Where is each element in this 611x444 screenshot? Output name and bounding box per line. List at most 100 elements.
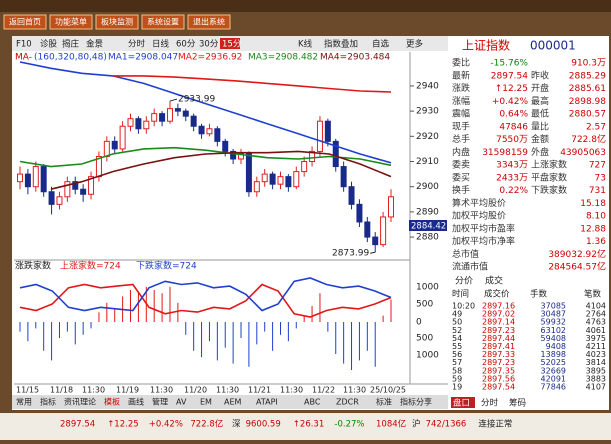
quote-label: 总手 <box>452 133 470 145</box>
bottom-tab[interactable]: ZDCR <box>336 398 359 407</box>
toolbar-item[interactable]: 30分 <box>199 40 219 50</box>
quote-value: 2898.98 <box>569 97 606 107</box>
bottom-tab[interactable]: AV <box>176 398 187 407</box>
quote-value: 1.36 <box>586 237 606 247</box>
trade-volume: 63102 <box>541 326 566 335</box>
ma-line <box>19 61 392 164</box>
bottom-tab[interactable]: EM <box>200 398 212 407</box>
trade-price: 2897.56 <box>482 374 515 383</box>
candle-body <box>24 173 31 188</box>
bottom-tab[interactable]: 资讯理论 <box>64 397 96 407</box>
trade-volume: 13898 <box>541 350 566 359</box>
toolbar-item[interactable]: 揭庄 <box>62 39 80 50</box>
status-item: 722.8亿 <box>190 419 223 430</box>
trade-count: 3975 <box>586 334 606 343</box>
candle-body <box>277 176 284 185</box>
menu-button[interactable] <box>49 14 93 30</box>
trade-time: 55 <box>452 342 462 351</box>
indicator-title: 涨跌家数 <box>15 260 51 272</box>
toolbar-item[interactable]: 日线 <box>152 39 170 50</box>
candle-body <box>127 118 134 127</box>
candle-body <box>32 166 39 188</box>
menu-button[interactable] <box>187 14 231 30</box>
quote-value: 0.22% <box>499 186 528 196</box>
peak-pointer <box>169 98 178 102</box>
quote-value: 2897.54 <box>491 71 528 81</box>
toolbar-item[interactable]: 分时 <box>128 39 146 50</box>
toolbar-item[interactable]: 金景 <box>86 39 103 50</box>
menu-button[interactable] <box>141 14 185 30</box>
ma-legend-item: MA1=2908.047 <box>108 53 178 63</box>
quote-label: 下跌家数 <box>531 184 567 196</box>
time-label: 11:30 <box>343 386 366 395</box>
toolbar-item[interactable]: 自选 <box>372 39 390 50</box>
menu-label[interactable]: 功能菜单 <box>55 17 87 27</box>
y-tick-label: 2890 <box>416 207 439 217</box>
candle-body <box>166 108 173 122</box>
candle-body <box>48 191 55 205</box>
candle-body <box>119 125 126 150</box>
trades-tab[interactable]: 成交 <box>485 275 503 287</box>
toolbar-item[interactable]: F10 <box>16 40 32 50</box>
quote-value: -15.76% <box>490 59 528 69</box>
trade-price: 2897.16 <box>482 302 515 311</box>
quote-label: 总市值 <box>452 248 479 260</box>
panel-tab[interactable]: 分时 <box>481 398 499 409</box>
y-tick-label: 2920 <box>416 132 439 142</box>
quote-label: 内盘 <box>452 146 470 158</box>
indicator-line <box>19 277 392 312</box>
trades-header: 时间 <box>452 289 469 300</box>
candle-body <box>261 173 268 183</box>
candle-body <box>159 113 166 122</box>
bottom-tab[interactable]: ABC <box>304 398 321 407</box>
toolbar-item[interactable]: 更多 <box>406 39 424 50</box>
trade-volume: 32669 <box>541 366 566 375</box>
bottom-tab[interactable]: 指标 <box>40 397 56 407</box>
trade-price: 2897.23 <box>482 358 515 367</box>
trade-time: 19 <box>452 383 462 392</box>
trade-price: 2897.02 <box>482 310 515 319</box>
menu-label[interactable]: 退出系统 <box>193 17 225 27</box>
y-tick-label: 2900 <box>416 182 439 192</box>
quote-value: 43905063 <box>560 148 606 158</box>
menu-button[interactable] <box>95 14 139 30</box>
trade-price: 2897.54 <box>482 383 515 392</box>
status-item: 连接正常 <box>478 419 512 430</box>
quote-label: 最新 <box>452 69 470 81</box>
y-tick-label: 2940 <box>416 81 439 91</box>
menu-label[interactable]: 系统设置 <box>147 17 179 27</box>
y-tick-label: 2930 <box>416 107 439 117</box>
candle-body <box>198 125 205 135</box>
time-label: 11/19 <box>116 386 139 395</box>
bottom-tab[interactable]: ATAPI <box>256 398 278 407</box>
trade-volume: 9408 <box>546 342 566 351</box>
panel-tab[interactable]: 筹码 <box>509 398 526 409</box>
bottom-tab[interactable]: AEM <box>224 398 242 407</box>
indicator-axis-label: 1000 <box>416 283 439 293</box>
bottom-tab[interactable]: 常用 <box>16 398 32 407</box>
ma-line <box>19 146 392 168</box>
toolbar-item[interactable]: 诊股 <box>40 39 58 50</box>
trade-time: 59 <box>452 374 462 383</box>
indicator-legend: 上涨家数=724 <box>60 260 121 272</box>
panel-tab[interactable]: 盘口 <box>453 398 470 409</box>
menu-label[interactable]: 板块监测 <box>101 17 133 27</box>
toolbar-item[interactable]: K线 <box>298 39 313 50</box>
toolbar-item[interactable]: 60分 <box>176 40 196 50</box>
active-tab <box>451 397 475 408</box>
toolbar-item[interactable]: 15分 <box>222 40 242 50</box>
bottom-tab[interactable]: 指标分享 <box>400 397 432 407</box>
bottom-tab[interactable]: 标准 <box>376 397 392 407</box>
bottom-tab[interactable]: 管理 <box>152 397 168 407</box>
menu-button[interactable] <box>3 14 47 30</box>
trades-tab[interactable]: 分价 <box>455 276 473 287</box>
quote-value: 15.18 <box>580 199 606 209</box>
bottom-tab[interactable]: 画线 <box>128 397 144 407</box>
menu-label[interactable]: 返回首页 <box>9 17 41 27</box>
bottom-tab[interactable]: 模板 <box>104 397 120 407</box>
quote-value: 389032.92亿 <box>548 248 606 260</box>
quote-value: 31598159 <box>482 148 528 158</box>
toolbar-item[interactable]: 指数叠加 <box>324 39 358 50</box>
quote-label: 量比 <box>531 120 549 132</box>
